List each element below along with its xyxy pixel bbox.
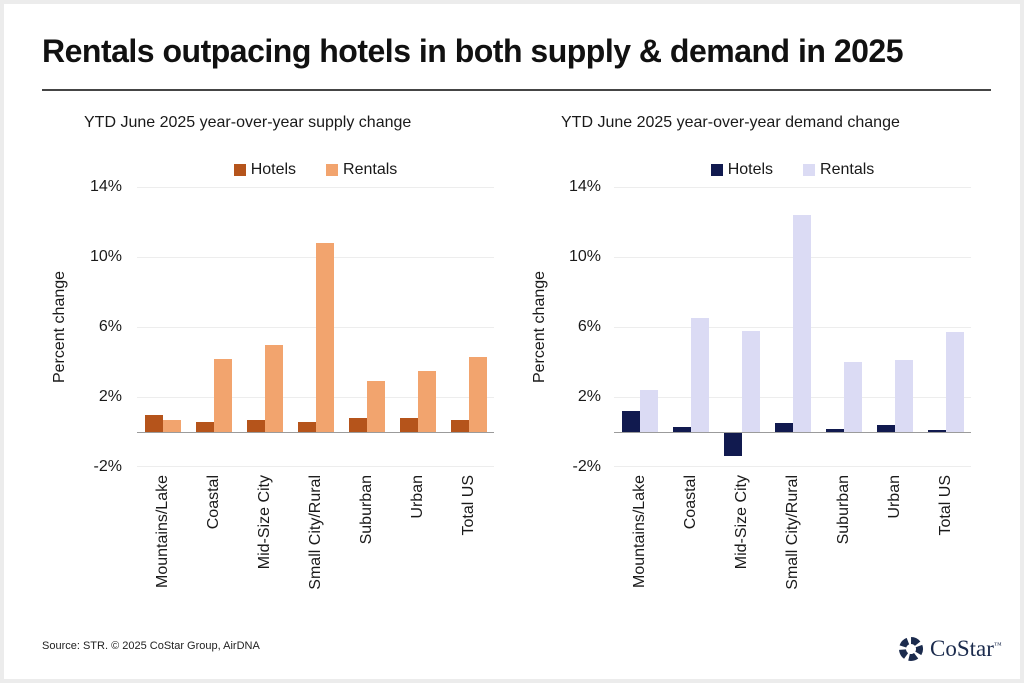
bar-hotels-mid-size-city (723, 433, 742, 456)
bar-hotels-total-us (927, 430, 946, 432)
demand-chart-title: YTD June 2025 year-over-year demand chan… (561, 114, 900, 131)
bar-rentals-suburban (366, 381, 385, 432)
bar-rentals-coastal (690, 318, 709, 432)
bar-rentals-mountains-lake (162, 419, 181, 432)
x-label-coastal: Coastal (681, 475, 699, 530)
y-tick-6%: 6% (577, 318, 601, 335)
supply-chart-title: YTD June 2025 year-over-year supply chan… (84, 114, 412, 131)
x-label-urban: Urban (408, 475, 426, 519)
x-label-total-us: Total US (459, 475, 477, 536)
supply-x-axis-labels: Mountains/Lake Coastal Mid-Size City Small … (137, 475, 494, 625)
bar-rentals-mid-size-city (264, 344, 283, 432)
y-tick-2%: 2% (98, 388, 122, 405)
supply-plot-area (137, 187, 494, 467)
legend-swatch-hotels (710, 164, 723, 176)
legend-item-rentals: Rentals (803, 161, 874, 179)
y-tick--2%: -2% (93, 458, 122, 475)
bar-rentals-urban (894, 360, 913, 432)
demand-y-axis-ticks: 14% 10% 6% 2% -2% (543, 178, 601, 475)
costar-wordmark: CoStar™ (930, 636, 1002, 661)
source-note: Source: STR. © 2025 CoStar Group, AirDNA (42, 640, 260, 652)
x-label-mountains-lake: Mountains/Lake (153, 475, 171, 588)
y-tick-2%: 2% (577, 388, 601, 405)
legend-label-rentals: Rentals (343, 161, 398, 178)
x-label-mountains-lake: Mountains/Lake (630, 475, 648, 588)
bar-hotels-suburban (825, 428, 844, 432)
x-label-mid-size-city: Mid-Size City (732, 475, 750, 570)
bar-rentals-urban (417, 370, 436, 432)
legend-item-hotels: Hotels (233, 161, 297, 179)
demand-x-axis-labels: Mountains/Lake Coastal Mid-Size City Small … (614, 475, 971, 625)
bar-hotels-coastal (672, 426, 691, 432)
costar-logo: CoStar™ (898, 636, 1002, 662)
legend-label-rentals: Rentals (820, 161, 875, 178)
bar-rentals-mid-size-city (741, 330, 760, 432)
x-label-small-city-rural: Small City/Rural (306, 475, 324, 590)
bar-hotels-urban (876, 425, 895, 432)
bar-rentals-total-us (468, 356, 487, 432)
y-tick-14%: 14% (89, 178, 122, 195)
page-title: Rentals outpacing hotels in both supply … (42, 33, 904, 69)
bar-hotels-suburban (348, 418, 367, 432)
bar-rentals-total-us (945, 332, 964, 432)
supply-y-axis-ticks: 14% 10% 6% 2% -2% (64, 178, 122, 475)
costar-pinwheel-icon (898, 636, 924, 662)
y-tick-6%: 6% (98, 318, 122, 335)
bar-hotels-urban (399, 418, 418, 432)
bar-hotels-coastal (195, 421, 214, 432)
gridline--2 (137, 466, 494, 467)
bar-hotels-total-us (450, 419, 469, 432)
gridline-14 (614, 187, 971, 188)
bar-hotels-mountains-lake (621, 411, 640, 432)
trademark-symbol: ™ (993, 640, 1002, 650)
bar-hotels-mountains-lake (144, 414, 163, 432)
y-tick--2%: -2% (572, 458, 601, 475)
x-label-total-us: Total US (936, 475, 954, 536)
x-label-mid-size-city: Mid-Size City (255, 475, 273, 570)
x-label-suburban: Suburban (357, 475, 375, 545)
demand-legend: Hotels Rentals (614, 161, 971, 179)
y-tick-10%: 10% (568, 248, 601, 265)
legend-swatch-rentals (326, 164, 339, 176)
bar-rentals-small-city-rural (792, 215, 811, 432)
bar-hotels-small-city-rural (297, 421, 316, 432)
legend-swatch-hotels (233, 164, 246, 176)
gridline-14 (137, 187, 494, 188)
legend-label-hotels: Hotels (727, 161, 774, 178)
bar-rentals-small-city-rural (315, 243, 334, 432)
zero-axis-line (137, 432, 494, 433)
zero-axis-line (614, 432, 971, 433)
bar-hotels-small-city-rural (774, 423, 793, 432)
legend-label-hotels: Hotels (250, 161, 297, 178)
x-label-small-city-rural: Small City/Rural (783, 475, 801, 590)
x-label-suburban: Suburban (834, 475, 852, 545)
demand-plot-area (614, 187, 971, 467)
bar-rentals-coastal (213, 358, 232, 432)
y-tick-14%: 14% (568, 178, 601, 195)
y-tick-10%: 10% (89, 248, 122, 265)
bar-rentals-mountains-lake (639, 390, 658, 432)
title-divider (42, 89, 991, 91)
x-label-urban: Urban (885, 475, 903, 519)
legend-item-hotels: Hotels (710, 161, 774, 179)
bar-rentals-suburban (843, 362, 862, 432)
legend-swatch-rentals (803, 164, 816, 176)
bar-hotels-mid-size-city (246, 419, 265, 432)
legend-item-rentals: Rentals (326, 161, 397, 179)
supply-legend: Hotels Rentals (137, 161, 494, 179)
x-label-coastal: Coastal (204, 475, 222, 530)
gridline--2 (614, 466, 971, 467)
